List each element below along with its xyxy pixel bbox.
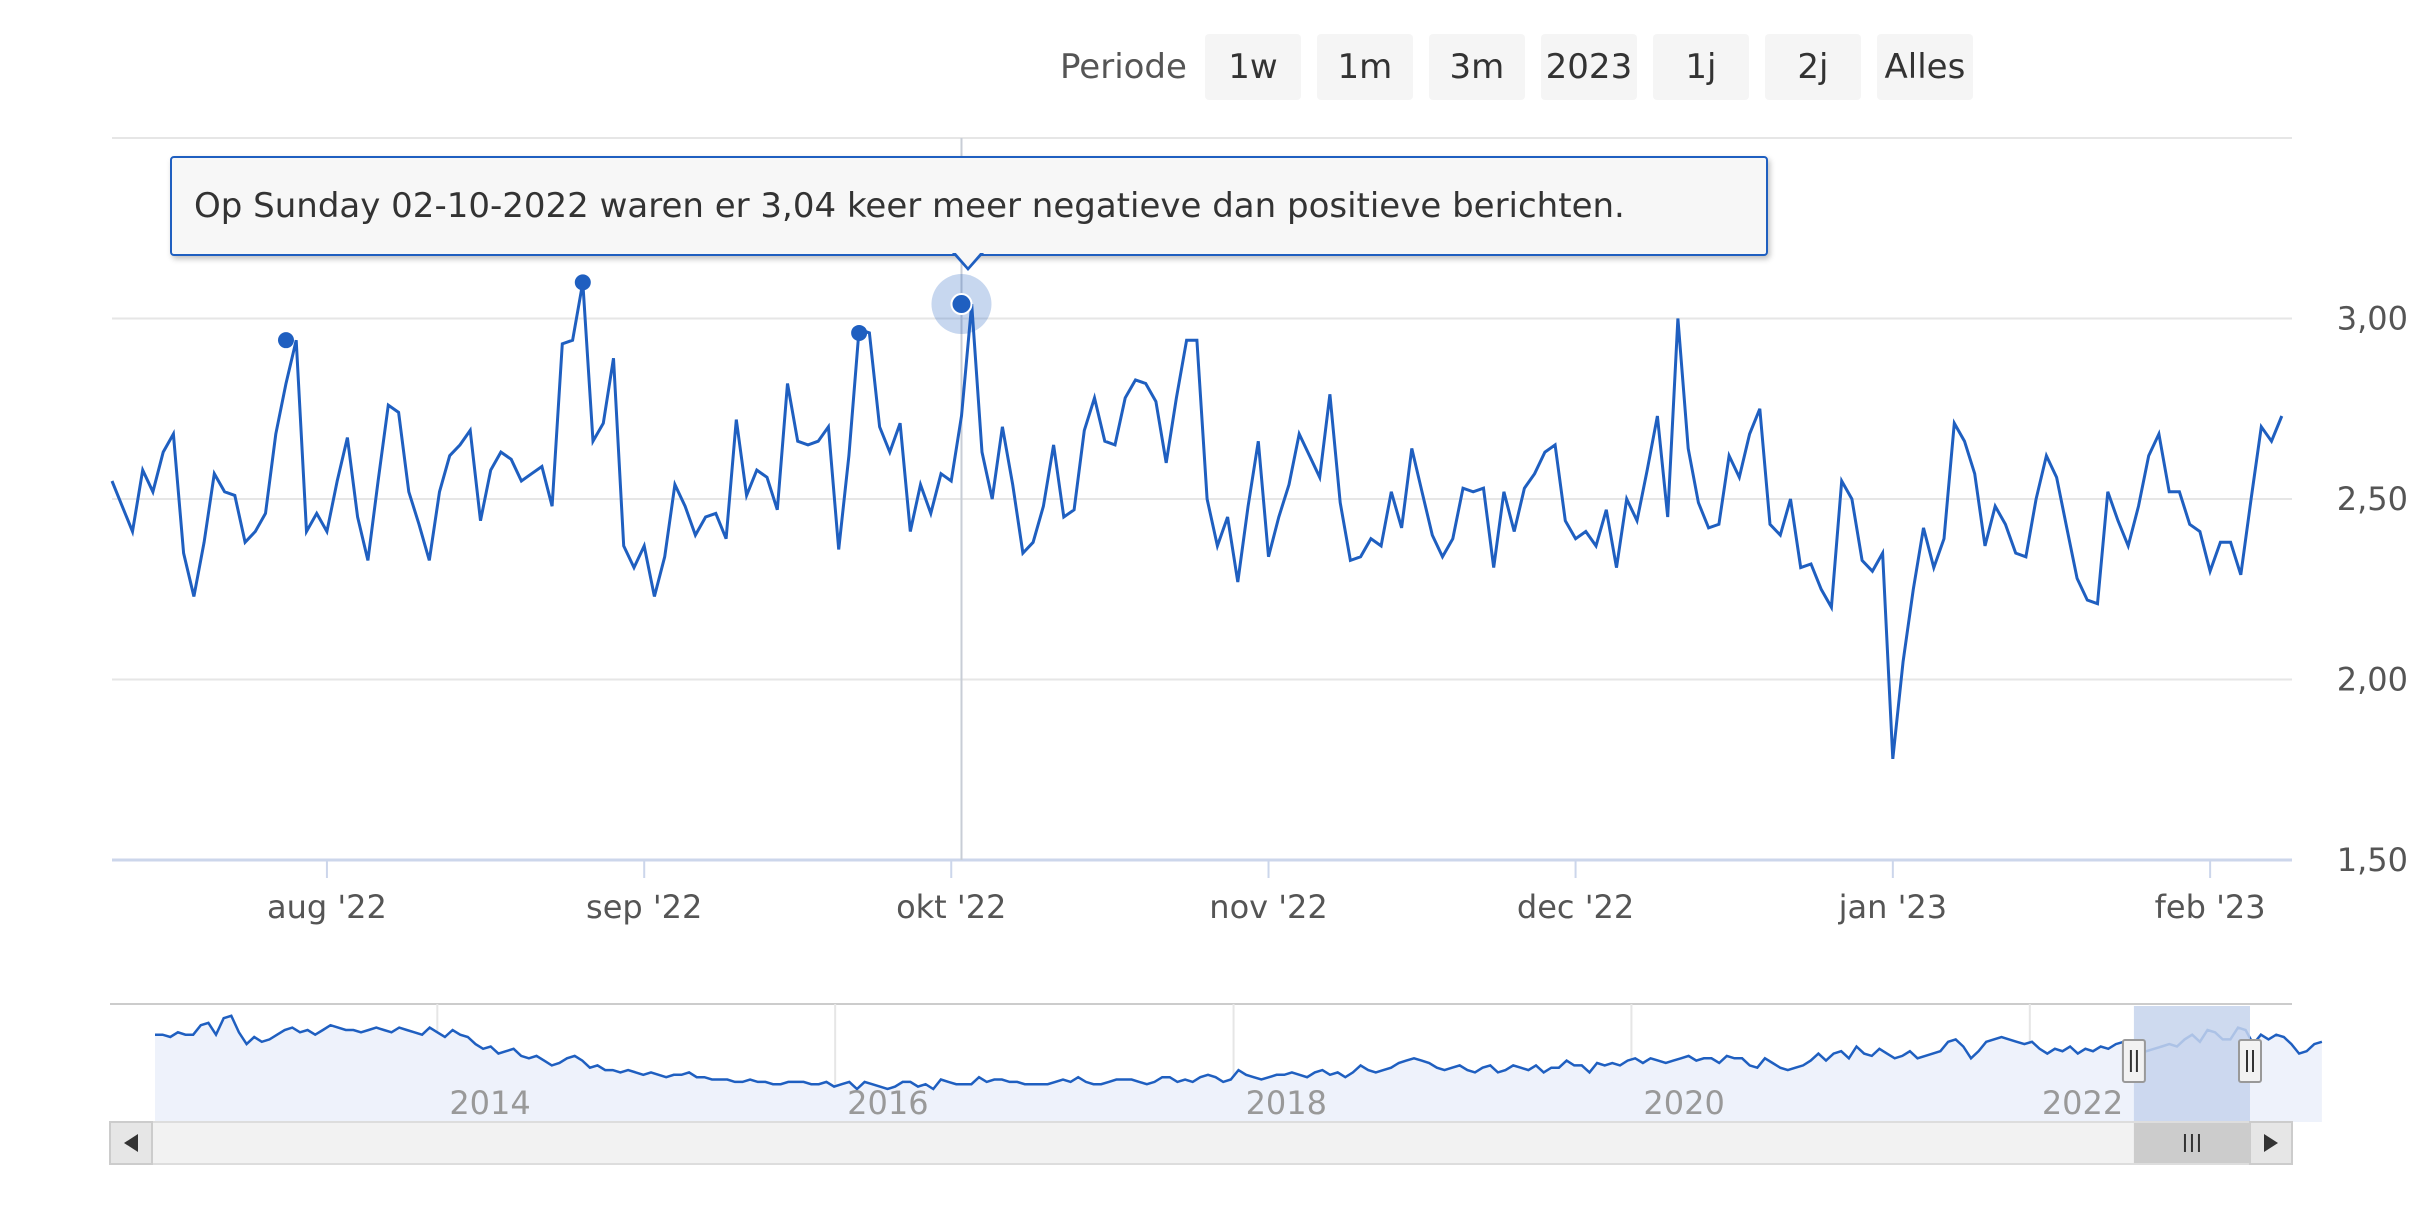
x-tick-label: nov '22 bbox=[1209, 888, 1327, 926]
navigator-x-label: 2014 bbox=[449, 1084, 530, 1122]
data-point-marker[interactable] bbox=[851, 324, 868, 341]
range-button-3m[interactable]: 3m bbox=[1428, 34, 1525, 100]
scrollbar-left-button[interactable] bbox=[109, 1121, 153, 1165]
data-point-marker[interactable] bbox=[277, 332, 294, 349]
y-tick-label: 2,50 bbox=[2337, 480, 2408, 518]
navigator-x-axis: 2014 2016 2018 2020 2022 bbox=[449, 1084, 2123, 1122]
range-selector-label: Periode bbox=[1060, 47, 1187, 87]
navigator-x-label: 2020 bbox=[1643, 1084, 1724, 1122]
range-button-1j[interactable]: 1j bbox=[1652, 34, 1749, 100]
range-button-1m[interactable]: 1m bbox=[1316, 34, 1413, 100]
data-point-marker[interactable] bbox=[574, 274, 591, 291]
tooltip-arrow-inner bbox=[955, 252, 981, 267]
arrow-right-icon bbox=[2264, 1134, 2278, 1152]
hover-point[interactable] bbox=[950, 293, 973, 316]
navigator-x-label: 2016 bbox=[847, 1084, 928, 1122]
x-tick-label: aug '22 bbox=[267, 888, 387, 926]
x-tick-label: okt '22 bbox=[896, 888, 1006, 926]
y-tick-label: 1,50 bbox=[2337, 841, 2408, 879]
x-tick-label: sep '22 bbox=[586, 888, 702, 926]
y-tick-label: 3,00 bbox=[2337, 300, 2408, 338]
navigator-selected-range[interactable] bbox=[2133, 1006, 2250, 1122]
range-button-1w[interactable]: 1w bbox=[1204, 34, 1301, 100]
navigator[interactable]: 2014 2016 2018 2020 2022 bbox=[110, 1003, 2323, 1122]
main-x-axis: aug '22 sep '22 okt '22 nov '22 dec '22 jan '… bbox=[112, 858, 2292, 926]
range-selector: Periode 1w 1m 3m 2023 1j 2j Alles bbox=[1060, 34, 1989, 100]
arrow-left-icon bbox=[124, 1134, 138, 1152]
x-tick-label: jan '23 bbox=[1838, 888, 1947, 926]
x-tick-label: dec '22 bbox=[1517, 888, 1634, 926]
navigator-x-label: 2022 bbox=[2042, 1084, 2123, 1122]
navigator-left-handle[interactable] bbox=[2121, 1039, 2146, 1083]
navigator-line bbox=[155, 1014, 2323, 1091]
series-markers[interactable] bbox=[277, 274, 992, 349]
tooltip: Op Sunday 02-10-2022 waren er 3,04 keer … bbox=[170, 156, 1768, 256]
x-tick-label: feb '23 bbox=[2155, 888, 2266, 926]
tooltip-text: Op Sunday 02-10-2022 waren er 3,04 keer … bbox=[194, 186, 1625, 226]
navigator-area bbox=[155, 1015, 2322, 1122]
scrollbar-thumb[interactable] bbox=[2133, 1123, 2250, 1163]
navigator-x-label: 2018 bbox=[1246, 1084, 1327, 1122]
main-grid bbox=[112, 137, 2292, 681]
main-y-axis: 1,50 2,00 2,50 3,00 bbox=[2337, 300, 2408, 880]
scrollbar-right-button[interactable] bbox=[2249, 1121, 2293, 1165]
range-button-alles[interactable]: Alles bbox=[1876, 34, 1973, 100]
series-line[interactable] bbox=[110, 282, 2284, 760]
y-tick-label: 2,00 bbox=[2337, 661, 2408, 699]
scrollbar[interactable] bbox=[109, 1121, 2293, 1165]
navigator-right-handle[interactable] bbox=[2238, 1039, 2262, 1083]
range-button-2j[interactable]: 2j bbox=[1764, 34, 1861, 100]
scrollbar-track[interactable] bbox=[109, 1121, 2293, 1165]
range-button-2023[interactable]: 2023 bbox=[1540, 34, 1637, 100]
